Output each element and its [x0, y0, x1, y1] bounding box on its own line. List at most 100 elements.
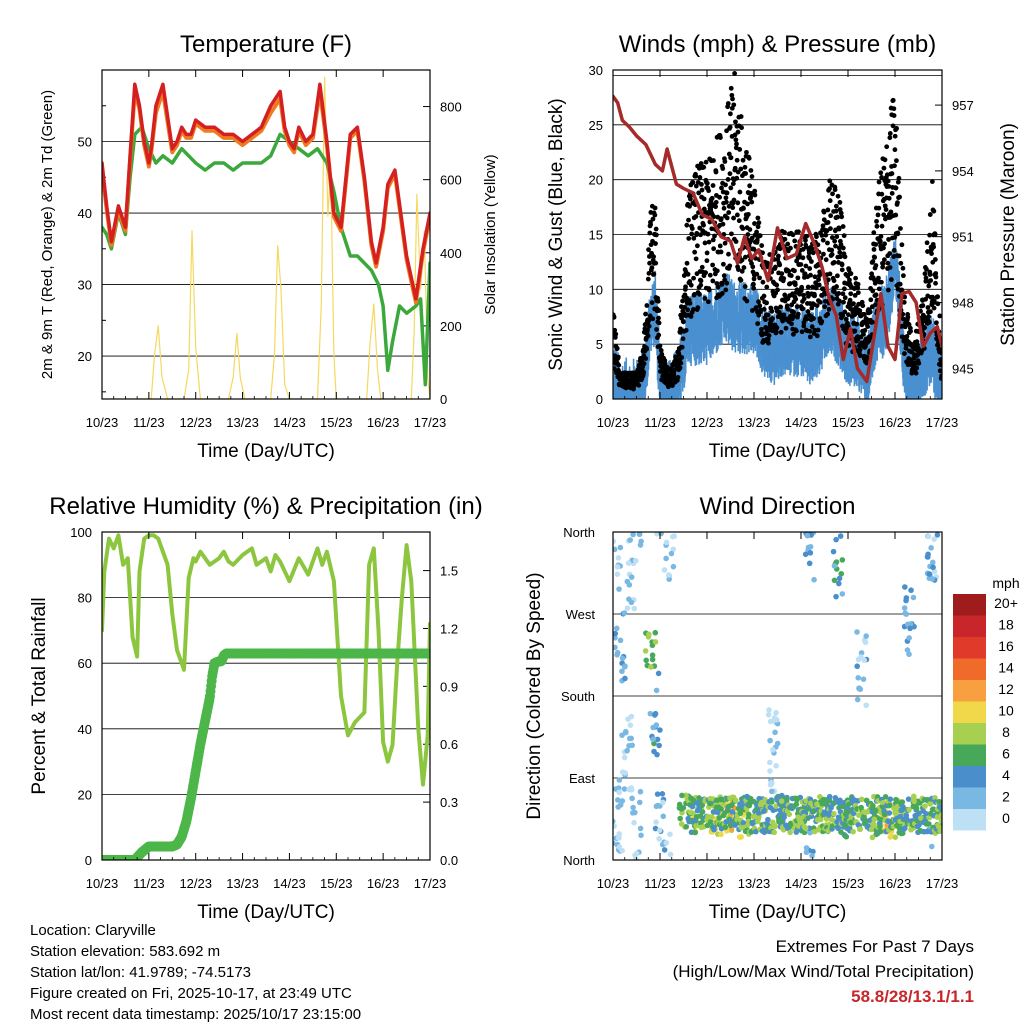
wind-ytick-label: 10 — [589, 282, 603, 297]
wind-gust-point — [758, 307, 764, 313]
direction-point — [667, 851, 674, 858]
dir-ytick-label: West — [566, 607, 596, 622]
wind-gust-point — [778, 304, 783, 310]
wind-gust-point — [741, 206, 746, 211]
wind-gust-point — [675, 374, 681, 380]
wind-gust-point — [778, 329, 784, 335]
wind-gust-point — [706, 287, 712, 293]
wind-gust-point — [838, 242, 844, 247]
station-info: Location: Claryville Station elevation: … — [30, 920, 361, 1025]
wind-gust-point — [686, 217, 691, 223]
wind-gust-point — [821, 209, 827, 215]
wind-gust-point — [740, 226, 746, 231]
wind-gust-point — [692, 249, 698, 255]
dir-xtick-label: 13/23 — [738, 876, 771, 891]
rh-y2tick-label: 1.2 — [440, 621, 458, 636]
direction-point — [925, 533, 932, 540]
wind-gust-point — [922, 271, 928, 277]
wind-gust-point — [837, 200, 843, 205]
wind-gust-point — [885, 287, 891, 293]
direction-point — [732, 822, 738, 828]
direction-point — [787, 829, 793, 836]
direction-point — [773, 709, 779, 716]
wind-gust-point — [852, 292, 858, 298]
wind-gust-point — [881, 212, 887, 218]
direction-point — [636, 532, 643, 538]
wind-gust-point — [933, 274, 939, 280]
wind-gust-point — [756, 220, 762, 226]
wind-gust-point — [939, 360, 942, 365]
direction-point — [936, 798, 942, 805]
wind-gust-point — [703, 270, 709, 276]
wind-gust-point — [890, 97, 896, 103]
wind-gust-point — [752, 188, 758, 194]
wind-gust-point — [723, 199, 729, 205]
wind-gust-point — [840, 313, 846, 319]
wind-gust-point — [713, 199, 719, 205]
wind-gust-point — [827, 178, 833, 184]
dir-xtick-label: 15/23 — [832, 876, 865, 891]
wind-gust-point — [783, 325, 789, 331]
wind-gust-point — [679, 355, 685, 360]
wind-gust-point — [641, 361, 647, 367]
wind-gust-point — [773, 264, 778, 270]
wind-gust-point — [931, 208, 937, 214]
direction-point — [860, 676, 867, 682]
wind-gust-point — [738, 277, 744, 283]
wind-gust-point — [774, 282, 780, 288]
wind-gust-point — [800, 255, 806, 261]
direction-point — [716, 815, 723, 821]
wind-ytick-label: 15 — [589, 228, 603, 243]
wind-gust-point — [876, 179, 882, 185]
wind-gust-point — [687, 279, 693, 284]
wind-gust-point — [860, 303, 866, 309]
wind-gust-point — [819, 319, 825, 324]
direction-point — [679, 792, 685, 799]
wind-gust-point — [732, 71, 738, 76]
legend-label: 0 — [1002, 810, 1010, 826]
direction-point — [656, 835, 662, 842]
temp-ytick-label: 50 — [78, 135, 92, 150]
solar-insolation-line — [102, 76, 430, 399]
direction-point — [710, 809, 717, 815]
wind-gust-point — [670, 383, 675, 388]
direction-point — [649, 652, 656, 658]
wind-gust-point — [706, 188, 711, 194]
wind-gust-point — [765, 336, 771, 342]
dir-xtick-label: 12/23 — [691, 876, 724, 891]
wind-gust-point — [705, 231, 711, 237]
direction-point — [839, 557, 846, 563]
wind-gust-point — [831, 278, 837, 284]
direction-point — [621, 754, 628, 761]
wind-gust-point — [656, 308, 662, 313]
direction-point — [704, 822, 711, 829]
direction-point — [930, 564, 936, 571]
wind-gust-point — [713, 204, 718, 210]
wind-gust-point — [898, 226, 903, 231]
direction-point — [922, 803, 928, 809]
wind-gust-point — [664, 366, 670, 372]
direction-point — [708, 814, 715, 820]
wind-gust-point — [862, 328, 868, 333]
direction-point — [613, 538, 617, 545]
wind-gust-point — [930, 294, 935, 300]
wind-gust-point — [788, 273, 794, 279]
wind-gust-point — [869, 271, 875, 277]
wind-gust-point — [646, 317, 652, 323]
direction-point — [613, 840, 616, 847]
wind-gust-point — [754, 229, 760, 235]
wind-ytick-label: 30 — [589, 63, 603, 78]
dir-xtick-label: 14/23 — [785, 876, 818, 891]
rh-xtick-label: 15/23 — [320, 876, 353, 891]
wind-gust-point — [735, 129, 741, 135]
wind-gust-point — [698, 282, 704, 288]
direction-point — [836, 580, 842, 587]
temp-title: Temperature (F) — [180, 31, 352, 58]
direction-point — [624, 747, 630, 754]
wind-gust-point — [889, 190, 895, 196]
wind-gust-point — [699, 181, 704, 187]
temp-xlabel: Time (Day/UTC) — [197, 441, 335, 462]
wind-gust-point — [746, 155, 752, 161]
direction-point — [653, 687, 660, 694]
direction-point — [613, 546, 618, 553]
